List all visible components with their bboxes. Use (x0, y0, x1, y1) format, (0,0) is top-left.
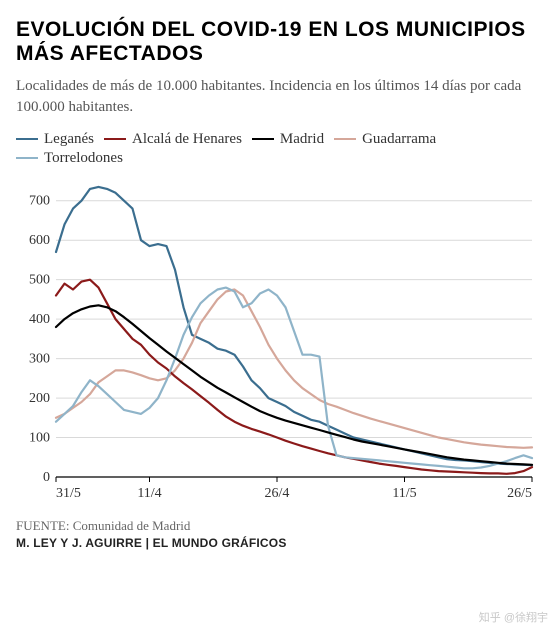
legend-label: Alcalá de Henares (132, 131, 242, 148)
x-tick-label: 11/5 (392, 486, 416, 501)
legend-item: Torrelodones (16, 150, 123, 167)
chart-title: EVOLUCIÓN DEL COVID-19 EN LOS MUNICIPIOS… (16, 18, 538, 66)
legend-swatch (16, 157, 38, 159)
chart-subtitle: Localidades de más de 10.000 habitantes.… (16, 76, 538, 117)
y-tick-label: 700 (29, 194, 50, 209)
legend-label: Guadarrama (362, 131, 436, 148)
x-tick-label: 11/4 (137, 486, 161, 501)
chart-legend: Leganés Alcalá de Henares Madrid Guadarrama… (16, 131, 538, 167)
x-tick-label: 31/5 (56, 486, 81, 501)
legend-item: Madrid (252, 131, 324, 148)
x-tick-label: 26/4 (265, 486, 290, 501)
legend-item: Leganés (16, 131, 94, 148)
y-tick-label: 400 (29, 312, 50, 327)
legend-swatch (334, 138, 356, 140)
line-chart-svg: 0 100 200 300 400 500 600 700 31/5 11/4 26/4 11/5 26… (16, 173, 538, 503)
legend-swatch (16, 138, 38, 140)
y-tick-label: 600 (29, 233, 50, 248)
legend-label: Leganés (44, 131, 94, 148)
y-tick-label: 100 (29, 430, 50, 445)
legend-label: Madrid (280, 131, 324, 148)
y-tick-label: 0 (43, 470, 50, 485)
y-tick-label: 500 (29, 272, 50, 287)
chart-area: 0 100 200 300 400 500 600 700 31/5 11/4 26/4 11/5 26… (16, 173, 538, 508)
y-tick-label: 200 (29, 391, 50, 406)
legend-item: Guadarrama (334, 131, 436, 148)
legend-item: Alcalá de Henares (104, 131, 242, 148)
legend-label: Torrelodones (44, 150, 123, 167)
x-tick-label: 26/5 (507, 486, 532, 501)
y-tick-label: 300 (29, 351, 50, 366)
series-line (56, 289, 532, 447)
chart-card: EVOLUCIÓN DEL COVID-19 EN LOS MUNICIPIOS… (0, 0, 554, 560)
series-line (56, 279, 532, 473)
legend-swatch (104, 138, 126, 140)
source-label: FUENTE: Comunidad de Madrid (16, 518, 538, 534)
credit-label: M. LEY Y J. AGUIRRE | EL MUNDO GRÁFICOS (16, 536, 538, 550)
watermark: 知乎 @徐翔宇 (479, 609, 548, 625)
legend-swatch (252, 138, 274, 140)
